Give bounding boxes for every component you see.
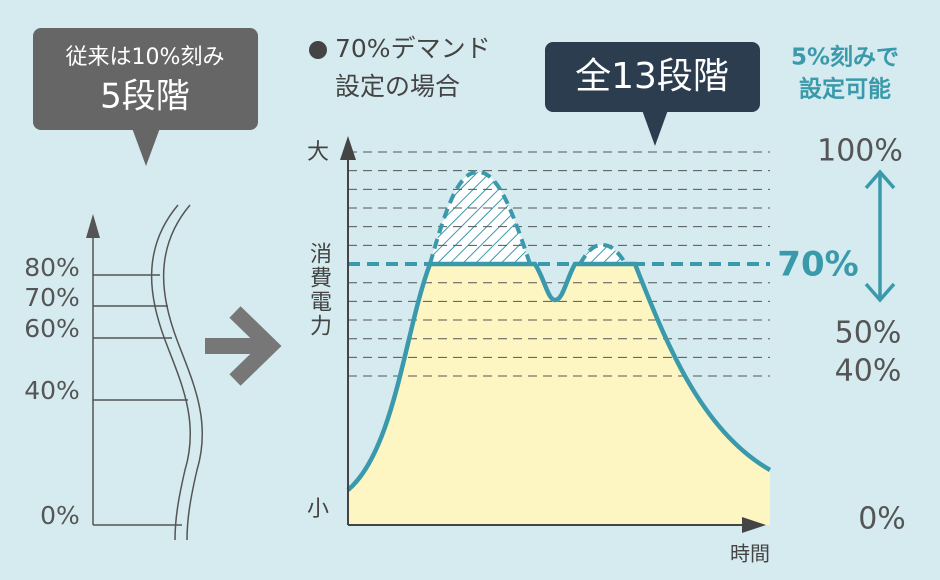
y-arrow: [340, 136, 356, 160]
level-label: 40%: [835, 354, 902, 389]
dashed-peak: [578, 242, 628, 266]
level-label: 0%: [40, 501, 80, 530]
note-line: 70%デマンド: [335, 34, 491, 63]
step-note: 5%刻みで: [791, 44, 899, 71]
y-bottom: 小: [307, 497, 329, 522]
level-label: 70%: [24, 283, 80, 312]
left-bubble: 従来は10%刻み 5段階: [33, 28, 258, 166]
bubble-line: 従来は10%刻み: [66, 45, 225, 70]
bubble-text: 全13段階: [575, 56, 729, 97]
level-label: 80%: [24, 253, 80, 282]
level-label: 70%: [777, 245, 858, 285]
dashed-peak: [428, 169, 532, 265]
x-arrow: [742, 517, 766, 533]
level-label: 100%: [817, 134, 903, 169]
level-label: 40%: [24, 376, 80, 405]
bullet: [309, 41, 327, 59]
y-top: 大: [307, 140, 329, 165]
dark-bubble: 全13段階: [545, 42, 760, 146]
range-arrow: [864, 169, 896, 303]
note-line: 設定の場合: [335, 72, 460, 101]
y-label: 消費電力: [306, 242, 332, 338]
left-axis: [86, 204, 204, 541]
left-levels: 80% 70% 60% 40% 0%: [24, 253, 80, 530]
dashed-levels: [348, 151, 770, 377]
level-label: 60%: [24, 314, 80, 343]
bubble-line: 5段階: [100, 77, 190, 117]
demand-curve: [346, 261, 772, 492]
level-label: 50%: [835, 316, 902, 351]
level-label: 0%: [858, 502, 906, 537]
arrow: [229, 306, 282, 386]
x-label: 時間: [730, 542, 770, 566]
step-note: 設定可能: [799, 76, 891, 103]
area: [348, 264, 770, 525]
